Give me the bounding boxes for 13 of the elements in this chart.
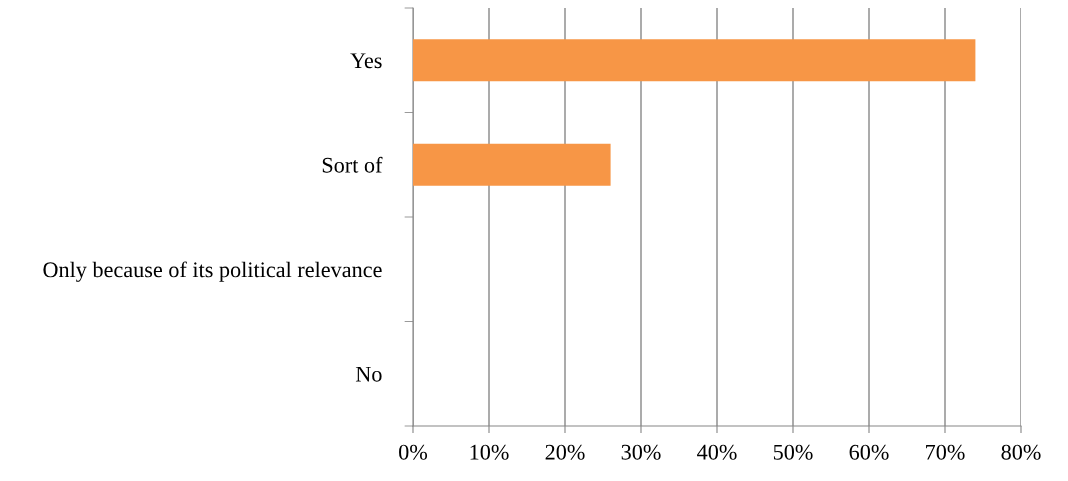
x-tick-label: 30% [621, 444, 661, 460]
y-tick-label: Only because of its political relevance [43, 261, 382, 282]
x-tick-label: 10% [470, 444, 509, 460]
x-tick-label: 70% [926, 444, 965, 460]
x-tick-label: 0% [399, 444, 428, 460]
x-tick-label: 20% [545, 444, 585, 460]
x-tick-label: 80% [1001, 444, 1041, 460]
x-tick-label: 40% [697, 444, 737, 460]
x-tick-label: 50% [773, 444, 813, 460]
y-tick-label: Sort of [322, 156, 383, 173]
x-tick-label: 60% [849, 444, 889, 460]
y-tick-label: Yes [350, 53, 382, 69]
y-tick-label: No [355, 366, 382, 382]
